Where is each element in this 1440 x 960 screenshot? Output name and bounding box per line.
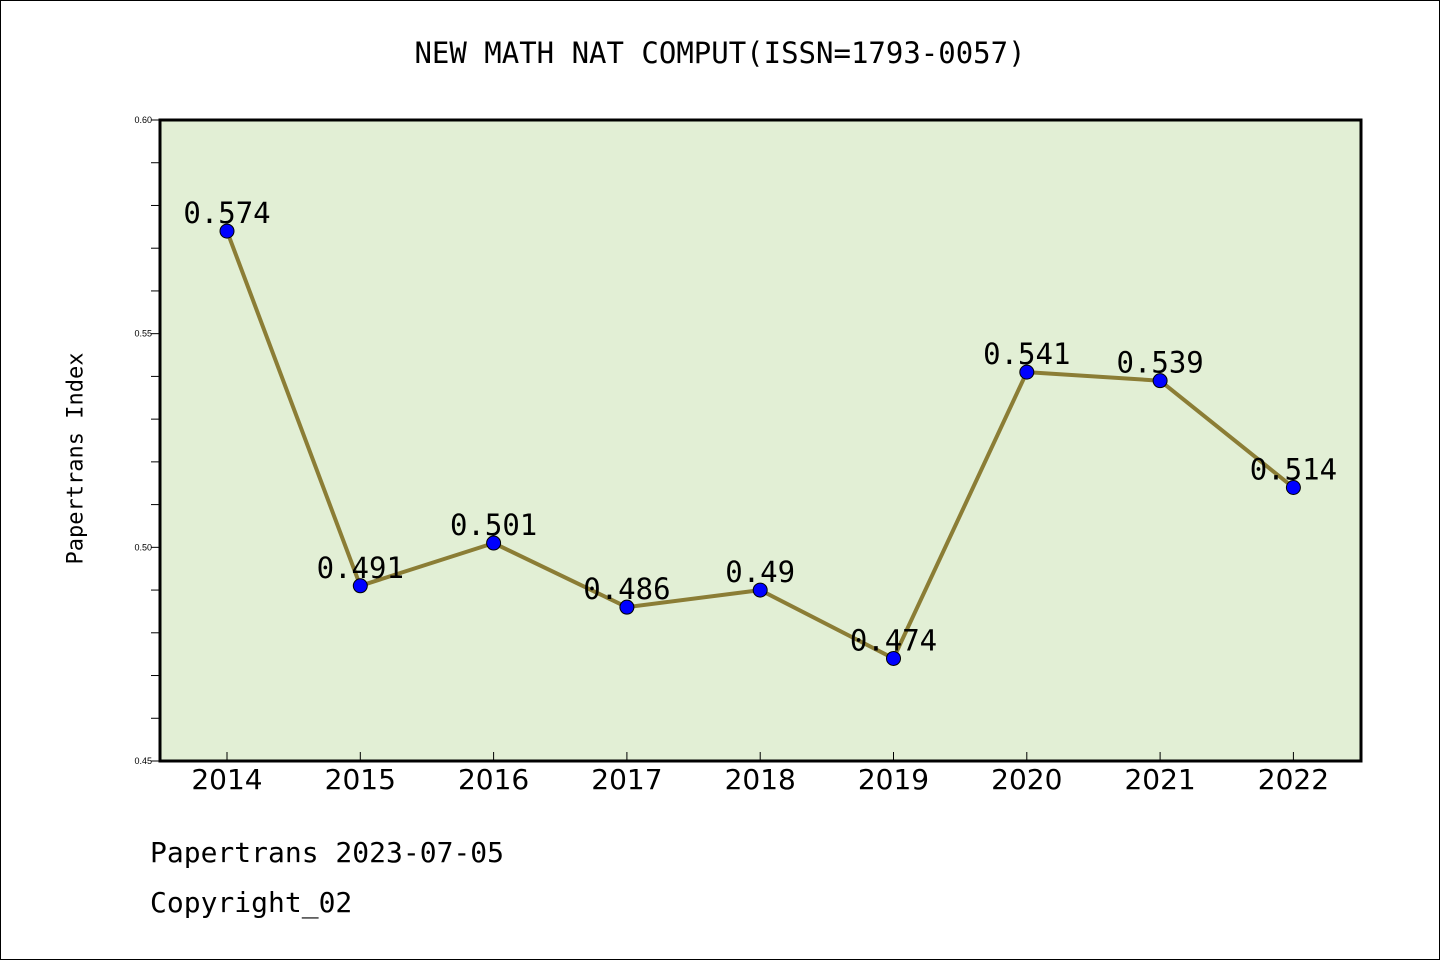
data-label: 0.491 — [317, 551, 404, 585]
x-axis-ticks: 2014 2015 2016 2017 2018 2019 2020 2021 2022 — [191, 752, 1329, 796]
data-label: 0.514 — [1250, 453, 1337, 487]
x-tick-label: 2016 — [458, 763, 529, 796]
y-tick-label: 0.50 — [134, 542, 152, 552]
data-point-marker — [1019, 364, 1035, 380]
footer-source: Papertrans 2023-07-05 — [150, 836, 505, 869]
data-point-marker — [1152, 373, 1168, 389]
plot-area — [158, 118, 1363, 763]
x-tick-label: 2018 — [725, 763, 796, 796]
data-point-marker — [619, 599, 635, 615]
data-label: 0.539 — [1116, 346, 1203, 380]
data-label: 0.474 — [850, 623, 937, 657]
y-axis-ticks: 0.45 0.50 0.55 0.60 — [134, 115, 160, 766]
data-point-marker — [219, 223, 235, 239]
data-point-marker — [352, 578, 368, 594]
x-tick-label: 2015 — [325, 763, 396, 796]
data-label: 0.501 — [450, 508, 537, 542]
x-tick-label: 2020 — [991, 763, 1062, 796]
data-labels: 0.574 0.491 0.501 0.486 0.49 0.474 0.541 0.539 0… — [183, 196, 1337, 657]
x-tick-label: 2022 — [1258, 763, 1329, 796]
footer-copyright: Copyright_02 — [150, 886, 353, 919]
data-label: 0.486 — [583, 572, 670, 606]
x-tick-label: 2017 — [591, 763, 662, 796]
y-tick-label: 0.60 — [134, 115, 152, 125]
chart-title: NEW MATH NAT COMPUT(ISSN=1793-0057) — [414, 36, 1026, 70]
data-label: 0.574 — [183, 196, 270, 230]
x-tick-label: 2019 — [858, 763, 929, 796]
data-point-marker — [1285, 480, 1301, 496]
data-label: 0.541 — [983, 337, 1070, 371]
y-tick-label: 0.55 — [134, 329, 152, 339]
x-tick-label: 2014 — [191, 763, 262, 796]
data-point-marker — [886, 650, 901, 666]
series-line-group — [219, 223, 1301, 666]
x-tick-label: 2021 — [1124, 763, 1195, 796]
data-point-marker — [752, 582, 768, 598]
data-point-marker — [486, 535, 502, 551]
data-label: 0.49 — [725, 555, 795, 589]
y-tick-label: 0.45 — [134, 756, 152, 766]
